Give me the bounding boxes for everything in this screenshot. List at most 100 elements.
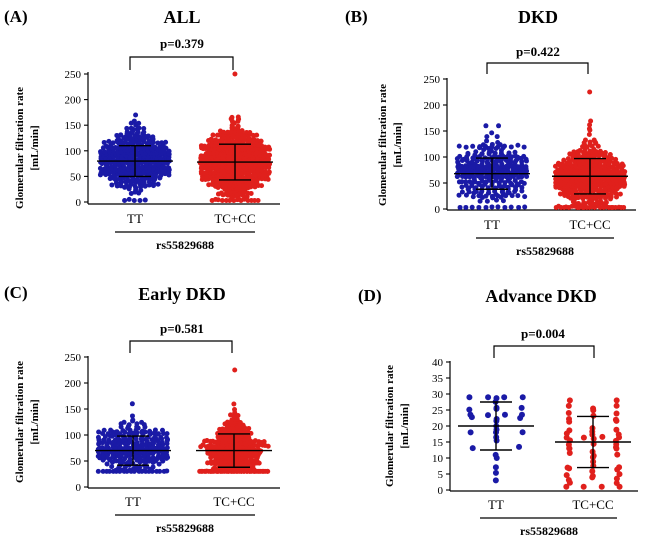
y-tick-label: 30 [432,389,444,401]
data-point [115,450,121,456]
data-point [495,204,501,210]
data-point [613,402,620,409]
data-point [97,165,103,171]
data-point [259,183,265,189]
data-point [607,152,613,158]
data-point [252,197,258,203]
data-point [456,143,462,149]
data-point [492,464,499,471]
x-tick-tccc: TC+CC [572,497,613,512]
y-tick-label: 250 [65,69,82,81]
data-point [489,193,495,199]
data-point [619,161,625,167]
mean-sd-markers [95,433,272,468]
data-point [127,467,133,473]
data-point [516,204,522,210]
data-point [563,483,570,490]
data-point [245,197,251,203]
y-tick-label: 35 [432,373,444,385]
data-point [239,128,245,134]
data-point [139,164,145,170]
data-point [232,407,238,413]
data-point [603,199,609,205]
data-point [95,468,101,474]
y-axis-label-line2: [mL/min] [392,122,404,167]
y-tick-label: 20 [432,421,444,433]
y-tick-label: 25 [432,405,444,417]
data-point [126,422,132,428]
p-value: p=0.004 [521,326,565,341]
data-point [567,151,573,157]
data-point [485,394,492,401]
x-tick-tccc: TC+CC [213,494,254,509]
data-point [566,427,573,434]
data-point [134,440,140,446]
y-tick-label: 5 [438,469,444,481]
data-point [559,161,565,167]
y-ticks: 0 50 100 150 200 250 [424,74,447,216]
data-point [163,139,169,145]
data-point [133,112,139,118]
data-point [610,164,616,170]
data-point [156,461,162,467]
data-point [616,464,623,471]
data-point [483,204,489,210]
y-tick-label: 200 [65,95,82,107]
data-point [492,469,499,476]
data-point [242,428,248,434]
y-tick-label: 40 [432,357,444,369]
data-point [265,468,271,474]
data-point [134,421,140,427]
data-point [459,179,465,185]
data-point [515,193,521,199]
data-point [114,429,120,435]
data-point [485,412,491,419]
y-axis-label-line2: [mL/min] [29,399,41,444]
data-point [261,439,267,445]
data-point [220,164,226,170]
data-point [585,185,591,191]
x-axis-label: rs55829688 [156,238,214,252]
data-point [616,471,623,478]
x-axis-label: rs55829688 [156,521,214,535]
data-point [501,394,508,401]
data-point [108,164,114,170]
y-tick-label: 150 [65,404,82,416]
data-point [571,149,577,155]
data-point [613,480,620,487]
panel-d: (D) Advance DKD p=0.004 Glomerular filtr… [358,286,638,538]
data-point [489,130,495,136]
data-point [103,143,109,149]
y-tick-label: 100 [65,146,82,158]
data-point [473,149,479,155]
data-points [454,89,628,210]
data-point [130,417,136,423]
data-point [215,197,221,203]
y-tick-label: 150 [424,126,441,138]
data-point [96,429,102,435]
data-point [563,472,570,479]
p-value: p=0.422 [516,44,560,59]
data-point [502,143,508,149]
data-point [456,192,462,198]
data-point [156,431,162,437]
data-point [466,406,473,413]
x-axis-label: rs55829688 [516,244,574,258]
data-point [516,443,523,450]
data-point [494,134,500,140]
data-point [136,134,142,140]
data-point [156,453,162,459]
data-point [210,132,216,138]
data-point [621,204,627,210]
data-point [484,138,490,144]
y-tick-label: 100 [65,430,82,442]
data-point [519,185,525,191]
significance-bracket [129,340,233,353]
data-point [483,123,489,129]
data-point [495,140,501,145]
mean-sd-markers [97,143,273,181]
data-point [467,411,474,418]
data-point [582,137,588,143]
p-value: p=0.581 [160,321,204,336]
data-point [141,468,147,474]
